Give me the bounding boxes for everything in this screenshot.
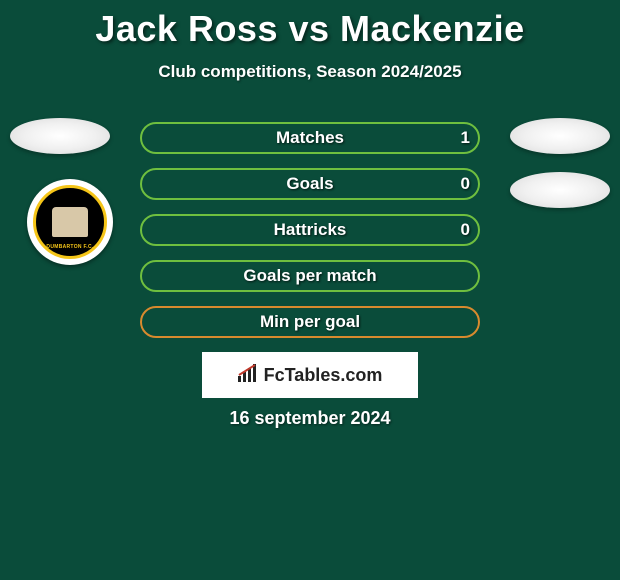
page-title: Jack Ross vs Mackenzie: [0, 0, 620, 50]
stat-label: Hattricks: [140, 214, 480, 246]
watermark: FcTables.com: [202, 352, 418, 398]
stat-row: Goals per match: [140, 260, 480, 292]
club-badge-left: DUMBARTON F.C.: [27, 179, 113, 265]
stat-label: Goals: [140, 168, 480, 200]
player-photo-right: [510, 118, 610, 154]
elephant-icon: [52, 207, 88, 237]
stat-value-right: 1: [461, 122, 470, 154]
date-line: 16 september 2024: [0, 408, 620, 429]
stat-row: Min per goal: [140, 306, 480, 338]
signal-bars-icon: [238, 364, 258, 387]
stat-value-right: 0: [461, 214, 470, 246]
stat-row: Goals0: [140, 168, 480, 200]
stat-value-right: 0: [461, 168, 470, 200]
player-photo-left: [10, 118, 110, 154]
stat-label: Goals per match: [140, 260, 480, 292]
stats-bars: Matches1Goals0Hattricks0Goals per matchM…: [140, 122, 480, 352]
stat-label: Matches: [140, 122, 480, 154]
subtitle: Club competitions, Season 2024/2025: [0, 62, 620, 82]
stat-row: Hattricks0: [140, 214, 480, 246]
stat-row: Matches1: [140, 122, 480, 154]
club-badge-right: [510, 172, 610, 208]
watermark-text: FcTables.com: [264, 365, 383, 386]
club-badge-inner: DUMBARTON F.C.: [33, 185, 107, 259]
stat-label: Min per goal: [140, 306, 480, 338]
club-badge-text: DUMBARTON F.C.: [46, 244, 93, 250]
